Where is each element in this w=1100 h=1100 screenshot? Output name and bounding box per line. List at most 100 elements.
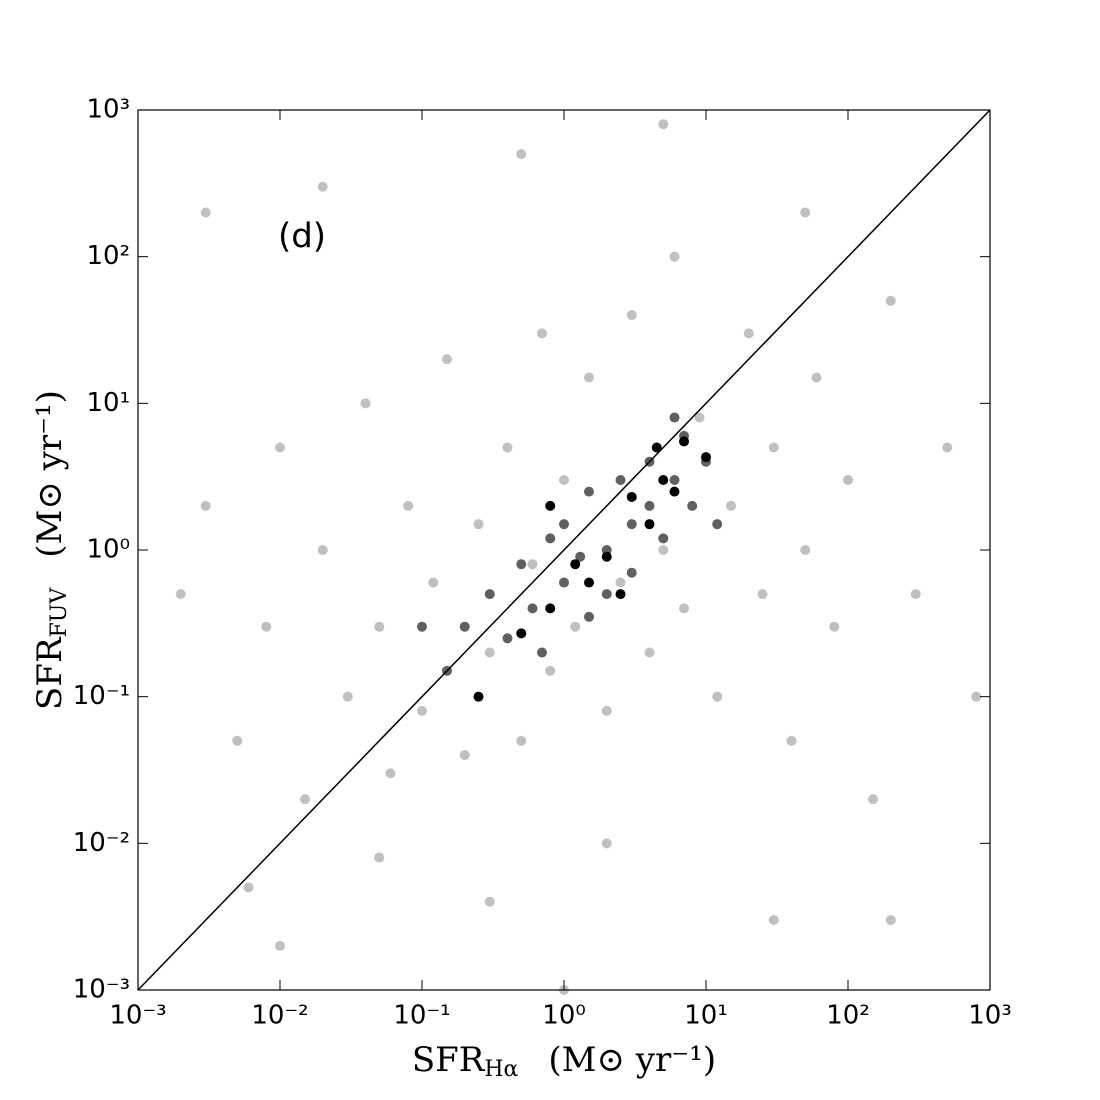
point — [687, 500, 698, 511]
point — [459, 750, 470, 761]
point — [694, 412, 705, 423]
point — [559, 475, 569, 486]
point — [473, 691, 484, 702]
point — [910, 589, 921, 600]
point — [545, 533, 556, 544]
point — [516, 735, 527, 746]
point — [669, 412, 680, 423]
x-label-main: SFR — [412, 1040, 486, 1080]
point — [243, 882, 254, 893]
point — [459, 621, 470, 632]
point — [385, 768, 396, 779]
point — [417, 705, 427, 716]
x-tick-label: 10⁻¹ — [393, 1001, 450, 1031]
point — [601, 705, 612, 716]
point — [626, 310, 637, 321]
point — [584, 611, 595, 622]
x-label-unit: (M⊙ yr⁻¹) — [548, 1040, 716, 1080]
point — [626, 491, 637, 502]
y-tick-label: 10² — [86, 241, 130, 271]
x-tick-label: 10³ — [968, 1001, 1012, 1031]
point — [537, 647, 548, 658]
point — [360, 398, 371, 409]
point — [232, 735, 243, 746]
point — [175, 589, 186, 600]
point — [575, 551, 586, 562]
point — [417, 621, 427, 632]
point — [712, 519, 723, 530]
point — [342, 691, 353, 702]
point — [829, 621, 840, 632]
point — [484, 647, 495, 658]
point — [484, 896, 495, 907]
point — [811, 372, 822, 383]
point — [502, 442, 513, 453]
point — [726, 500, 737, 511]
x-tick-label: 10² — [826, 1001, 870, 1031]
point — [601, 589, 612, 600]
point — [679, 603, 690, 614]
y-tick-label: 10⁰ — [86, 535, 130, 565]
point — [658, 475, 669, 486]
point — [679, 436, 690, 447]
point — [516, 149, 527, 160]
annotation: (d) — [278, 217, 326, 257]
point — [658, 119, 669, 130]
plot-area — [137, 109, 991, 995]
point — [786, 735, 797, 746]
point — [442, 354, 453, 365]
point — [545, 665, 556, 676]
y-tick-label: 10⁻² — [73, 828, 130, 858]
point — [403, 500, 414, 511]
point — [527, 603, 538, 614]
y-label-main: SFR — [30, 636, 70, 710]
x-tick-label: 10¹ — [684, 1001, 728, 1031]
point — [317, 545, 328, 555]
point — [570, 621, 581, 632]
point — [300, 794, 311, 805]
point — [275, 442, 285, 453]
point — [428, 577, 439, 588]
reference-line — [137, 109, 991, 991]
point — [537, 328, 548, 339]
point — [658, 545, 669, 555]
point — [701, 452, 711, 463]
point — [545, 603, 556, 614]
point — [559, 519, 569, 530]
point — [843, 475, 853, 486]
point — [200, 207, 211, 218]
y-axis-label: SFRFUV (M⊙ yr⁻¹) — [30, 390, 72, 710]
y-label-sub: FUV — [47, 587, 72, 638]
point — [584, 577, 595, 588]
point — [658, 533, 669, 544]
point — [516, 628, 527, 639]
x-axis-label: SFRHα (M⊙ yr⁻¹) — [412, 1040, 716, 1082]
point — [768, 442, 779, 453]
point — [615, 577, 626, 588]
point — [669, 486, 680, 497]
point — [800, 545, 811, 555]
point — [516, 559, 527, 570]
point — [743, 328, 754, 339]
point — [473, 519, 484, 530]
point — [502, 633, 513, 644]
point — [484, 589, 495, 600]
point — [942, 442, 953, 453]
point — [615, 475, 626, 486]
point — [669, 251, 680, 262]
point — [626, 567, 637, 578]
point — [712, 691, 723, 702]
point — [601, 838, 612, 849]
point — [768, 915, 779, 926]
x-tick-label: 10⁻² — [251, 1001, 308, 1031]
point — [584, 486, 595, 497]
point — [971, 691, 982, 702]
point — [275, 940, 285, 951]
point — [584, 372, 595, 383]
y-tick-label: 10¹ — [86, 388, 130, 418]
point — [570, 559, 581, 570]
point — [261, 621, 272, 632]
point — [885, 295, 896, 306]
